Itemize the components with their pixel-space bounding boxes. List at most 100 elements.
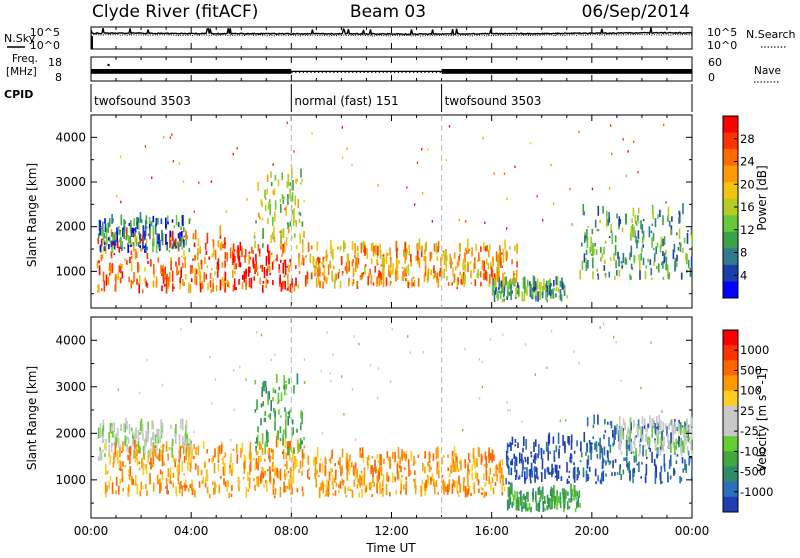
rti-cell xyxy=(475,471,477,479)
rti-cell xyxy=(481,455,483,463)
rti-cell xyxy=(489,244,491,250)
rti-cell xyxy=(399,456,401,465)
rti-cell xyxy=(595,249,598,255)
colorbar-swatch xyxy=(723,264,738,282)
rti-cell xyxy=(688,455,691,463)
rti-cell xyxy=(506,281,509,290)
rti-cell xyxy=(187,456,190,465)
rti-cell xyxy=(516,243,518,254)
rti-cell xyxy=(101,435,104,443)
rti-cell xyxy=(490,261,492,270)
rti-cell xyxy=(599,448,601,460)
rti-cell xyxy=(380,263,383,268)
rti-cell xyxy=(270,171,272,178)
rti-cell xyxy=(376,469,378,472)
rti-cell xyxy=(138,468,141,471)
rti-cell xyxy=(440,257,442,267)
rti-cell xyxy=(562,435,564,446)
velocity-colorbar-label: Velocity [m s^-1] xyxy=(755,368,769,472)
rti-cell xyxy=(351,240,354,251)
rti-cell xyxy=(195,275,198,286)
rti-cell xyxy=(280,415,282,418)
rti-cell xyxy=(118,225,120,235)
rti-cell xyxy=(182,215,184,227)
rti-cell xyxy=(160,218,163,224)
rti-cell xyxy=(654,472,657,484)
rti-cell xyxy=(160,419,162,432)
rti-cell xyxy=(184,441,186,447)
rti-cell xyxy=(173,242,176,247)
rti-cell xyxy=(339,481,342,489)
rti-cell xyxy=(667,434,669,443)
rti-cell xyxy=(141,457,143,469)
rti-cell xyxy=(517,442,519,448)
rti-cell xyxy=(316,241,319,251)
freq-panel-ticks xyxy=(90,57,693,81)
rti-cell xyxy=(371,456,374,459)
rti-cell xyxy=(265,479,267,484)
rti-cell xyxy=(137,263,140,272)
rti-cell xyxy=(570,453,572,457)
rti-cell xyxy=(394,476,396,482)
rti-cell xyxy=(232,284,235,292)
rti-cell xyxy=(495,464,498,470)
rti-cell xyxy=(210,288,213,294)
rti-cell xyxy=(456,480,458,492)
rti-cell xyxy=(361,453,363,458)
rti-cell xyxy=(406,186,408,189)
rti-cell xyxy=(269,471,271,483)
rti-cell xyxy=(116,195,118,198)
rti-cell xyxy=(237,480,240,487)
rti-cell xyxy=(642,434,644,442)
rti-cell xyxy=(635,220,638,227)
rti-cell xyxy=(108,236,111,242)
rti-cell xyxy=(291,419,294,425)
rti-cell xyxy=(499,463,501,474)
rti-cell xyxy=(272,468,274,472)
rti-cell xyxy=(121,264,124,269)
rti-cell xyxy=(256,451,258,456)
rti-cell xyxy=(167,490,169,495)
rti-cell xyxy=(452,280,455,284)
rti-cell xyxy=(389,273,391,278)
rti-cell xyxy=(111,482,114,495)
rti-cell xyxy=(284,407,286,412)
rti-cell xyxy=(165,441,168,452)
rti-cell xyxy=(296,178,298,182)
colorbar-tick-label: 25 xyxy=(740,404,755,418)
rti-cell xyxy=(360,476,363,485)
rti-cell xyxy=(156,428,158,438)
rti-cell xyxy=(568,475,570,479)
rti-cell xyxy=(181,445,183,449)
rti-cell xyxy=(662,251,664,257)
rti-cell xyxy=(179,237,182,247)
rti-cell xyxy=(181,485,184,497)
rti-cell xyxy=(578,470,580,476)
rti-cell xyxy=(106,485,108,492)
rti-cell xyxy=(638,461,640,473)
rti-cell xyxy=(381,257,384,267)
rti-cell xyxy=(172,454,175,458)
rti-cell xyxy=(101,428,104,437)
rti-cell xyxy=(437,491,439,495)
rti-cell xyxy=(523,436,525,447)
rti-cell xyxy=(311,132,313,135)
rti-cell xyxy=(678,436,680,441)
rti-cell xyxy=(573,495,575,502)
rti-cell xyxy=(369,363,372,367)
rti-cell xyxy=(506,456,509,464)
rti-cell xyxy=(190,453,192,463)
rti-cell xyxy=(619,416,621,426)
rti-cell xyxy=(230,438,232,442)
rti-cell xyxy=(471,464,473,472)
rti-cell xyxy=(301,456,304,467)
rti-cell xyxy=(362,272,364,275)
rti-cell xyxy=(377,184,379,187)
rti-cell xyxy=(161,454,164,467)
rti-cell xyxy=(354,468,357,480)
rti-cell xyxy=(685,253,687,260)
power-data-layer xyxy=(96,121,694,303)
rti-cell xyxy=(552,436,555,444)
rti-cell xyxy=(374,265,377,273)
rti-cell xyxy=(639,446,641,455)
